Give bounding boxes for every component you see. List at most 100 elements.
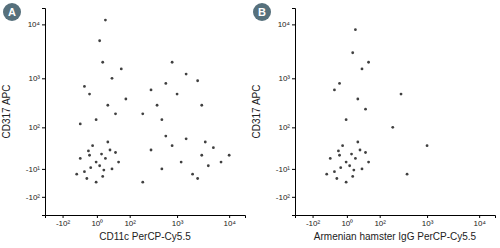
point (83, 170, 86, 173)
y-axis-line (292, 9, 296, 216)
x-axis-line (46, 216, 246, 219)
point (114, 112, 117, 115)
point (196, 79, 199, 82)
x-tick-mark (479, 215, 480, 218)
points (325, 28, 428, 183)
y-tick-label: 10⁴ (28, 20, 41, 29)
y-tick-mark (42, 24, 45, 25)
x-tick: 10² (124, 215, 136, 228)
x-tick: 10³ (422, 215, 434, 228)
point (364, 108, 367, 111)
point (200, 104, 203, 107)
point (391, 126, 394, 129)
y-tick-mark (42, 78, 45, 79)
point (364, 151, 367, 154)
point (333, 89, 336, 92)
x-tick-label: 10² (124, 219, 136, 228)
point (87, 150, 90, 153)
y-axis: -10² -10¹ 10² 10³ 10⁴ (26, 9, 46, 216)
point (338, 82, 341, 85)
x-tick: -10² (56, 215, 71, 228)
point (124, 98, 127, 101)
point (220, 161, 223, 164)
x-tick-label: -10² (56, 219, 71, 228)
y-tick-label: 10² (28, 123, 40, 132)
x-tick-mark (97, 215, 98, 218)
y-axis-line (42, 9, 46, 216)
point (120, 68, 123, 71)
point (101, 175, 104, 178)
point (171, 61, 174, 64)
point (406, 173, 409, 176)
x-axis: -10²10⁰10²10³10⁴ (46, 215, 246, 228)
point (85, 177, 88, 180)
point (102, 169, 105, 172)
point (351, 175, 354, 178)
panel-badge (253, 3, 271, 21)
point (75, 173, 78, 176)
point (212, 146, 215, 149)
y-tick-mark (292, 24, 295, 25)
y-tick-mark (292, 169, 295, 170)
point (180, 161, 183, 164)
point (88, 93, 91, 96)
y-tick: 10⁴ (28, 20, 45, 29)
y-tick: 10³ (28, 74, 45, 83)
y-tick: -10¹ (276, 165, 295, 174)
y-tick: -10² (276, 193, 295, 202)
x-tick-mark (63, 215, 64, 218)
y-tick: -10² (26, 193, 45, 202)
figure: -10²10⁰10²10³10⁴-10²-10¹10²10³10⁴CD11c P… (0, 0, 500, 248)
y-tick: -10¹ (26, 165, 45, 174)
point (95, 118, 98, 121)
point (109, 149, 112, 152)
x-tick-label: 10² (374, 219, 386, 228)
point (104, 19, 107, 22)
y-tick-label: 10⁴ (278, 20, 291, 29)
y-tick-mark (42, 197, 45, 198)
point (345, 181, 348, 184)
x-tick: 10⁴ (473, 215, 486, 228)
x-tick-mark (347, 215, 348, 218)
point (356, 141, 359, 144)
point (204, 141, 207, 144)
point (150, 149, 153, 152)
point (95, 161, 98, 164)
point (356, 98, 359, 101)
y-tick-label: -10¹ (26, 165, 41, 174)
points (75, 19, 230, 184)
point (341, 144, 344, 147)
point (83, 85, 86, 88)
x-axis-title: Armenian hamster IgG PerCP-Cy5.5 (314, 231, 477, 242)
y-tick-label: 10³ (28, 74, 40, 83)
x-tick-label: 10³ (422, 219, 434, 228)
panel-badge (3, 3, 21, 21)
y-axis-title: CD317 APC (251, 85, 262, 139)
point (325, 173, 328, 176)
point (160, 167, 163, 170)
x-tick-mark (313, 215, 314, 218)
point (426, 144, 429, 147)
panel-title: B (258, 6, 266, 18)
x-tick-mark (177, 215, 178, 218)
x-tick-label: 10⁰ (91, 219, 103, 228)
point (185, 137, 188, 140)
point (354, 28, 357, 31)
x-tick-label: 10³ (172, 219, 184, 228)
point (95, 181, 98, 184)
point (339, 166, 342, 169)
y-tick-mark (292, 78, 295, 79)
point (160, 118, 163, 121)
point (91, 144, 94, 147)
x-axis-line (296, 216, 496, 219)
point (141, 181, 144, 184)
point (196, 177, 199, 180)
point (354, 157, 357, 160)
point (191, 173, 194, 176)
panel: -10²10⁰10²10³10⁴-10²-10¹10²10³10⁴CD11c P… (1, 3, 246, 242)
point (100, 153, 103, 156)
point (111, 167, 114, 170)
y-axis-title: CD317 APC (1, 85, 12, 139)
point (156, 104, 159, 107)
y-axis: -10²-10¹10²10³10⁴ (276, 9, 296, 216)
